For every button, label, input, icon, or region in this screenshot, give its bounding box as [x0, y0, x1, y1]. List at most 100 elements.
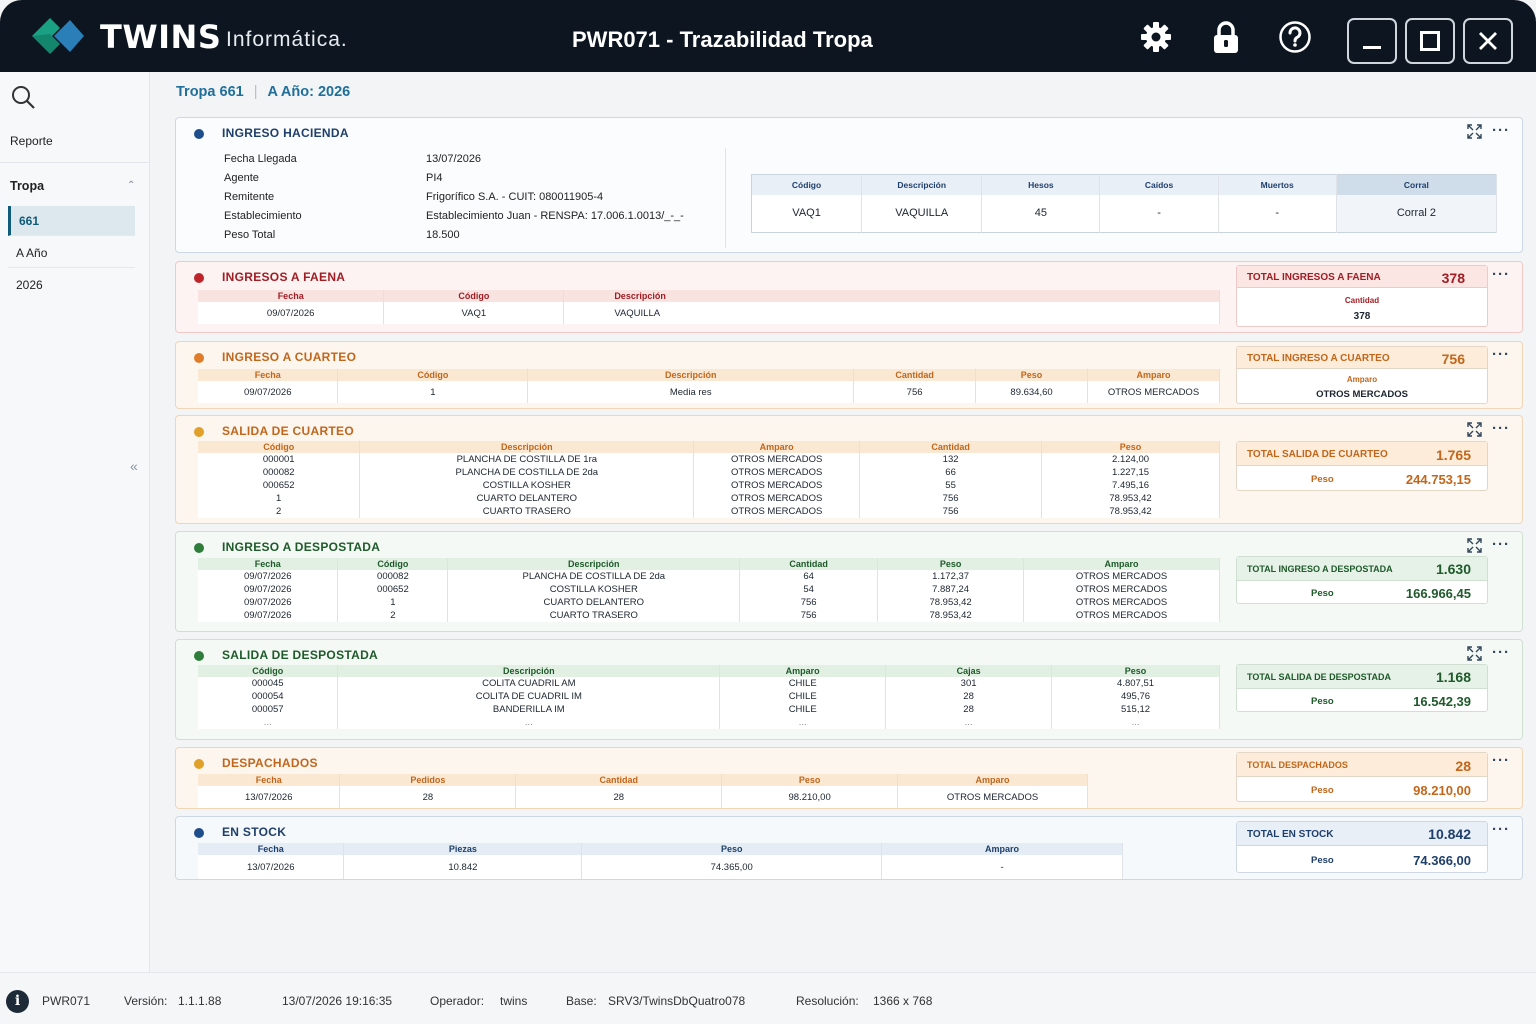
- table-cell: PLANCHA DE COSTILLA DE 2da: [359, 466, 695, 479]
- expand-icon[interactable]: [1467, 422, 1482, 437]
- table-cell: 000001: [198, 453, 361, 466]
- sidebar-reporte[interactable]: Reporte: [10, 134, 53, 148]
- more-options-icon[interactable]: ···: [1492, 752, 1510, 769]
- more-options-icon[interactable]: ···: [1492, 346, 1510, 363]
- table-cell: 1: [337, 596, 449, 609]
- table-row[interactable]: 000057 BANDERILLA IM CHILE 28 515,12: [198, 703, 1220, 716]
- close-icon: [1479, 32, 1497, 50]
- more-options-icon[interactable]: ···: [1492, 266, 1510, 283]
- table-row[interactable]: 000001 PLANCHA DE COSTILLA DE 1ra OTROS ME…: [198, 453, 1220, 466]
- card-ingreso-despostada: INGRESO A DESPOSTADA ··· Fecha Código De…: [175, 531, 1523, 632]
- faena-table: Fecha Código Descripción 09/07/2026 VAQ1…: [198, 290, 1220, 324]
- table-row[interactable]: 09/07/2026 000082 PLANCHA DE COSTILLA DE 2…: [198, 570, 1220, 583]
- brand-name: TWINS: [100, 18, 222, 56]
- table-row[interactable]: 000045 COLITA CUADRIL AM CHILE 301 4.807,51: [198, 677, 1220, 690]
- status-operator-label: Operador:: [430, 994, 485, 1008]
- total-faena-box: TOTAL INGRESOS A FAENA 378 Cantidad 378: [1236, 265, 1488, 327]
- column-header: Código: [337, 558, 449, 570]
- card-despachados: DESPACHADOS ··· Fecha Pedidos Cantidad P…: [175, 747, 1523, 809]
- table-row[interactable]: 13/07/2026 28 28 98.210,00 OTROS MERCADOS: [198, 786, 1088, 808]
- table-cell: 132: [859, 453, 1043, 466]
- sidebar-item-2026[interactable]: 2026: [16, 278, 43, 292]
- table-cell: VAQ1: [383, 302, 565, 324]
- peso-label: Peso: [1311, 696, 1334, 707]
- more-options-icon[interactable]: ···: [1492, 122, 1510, 139]
- table-cell: PLANCHA DE COSTILLA DE 1ra: [359, 453, 695, 466]
- total-salida-despostada-box: TOTAL SALIDA DE DESPOSTADA 1.168 Peso 16…: [1236, 664, 1488, 712]
- table-row[interactable]: 000652 COSTILLA KOSHER OTROS MERCADOS 55 7.4…: [198, 479, 1220, 492]
- expand-icon[interactable]: [1467, 124, 1482, 139]
- column-header: Descripción: [337, 665, 721, 677]
- table-row[interactable]: 09/07/2026 2 CUARTO TRASERO 756 78.953,42 OTR…: [198, 609, 1220, 622]
- table-cell: 000082: [198, 466, 361, 479]
- table-row[interactable]: 09/07/2026 000652 COSTILLA KOSHER 54 7.887,2…: [198, 583, 1220, 596]
- total-label: TOTAL INGRESO A DESPOSTADA: [1247, 564, 1393, 574]
- table-row[interactable]: 1 CUARTO DELANTERO OTROS MERCADOS 756 78.953…: [198, 492, 1220, 505]
- table-cell: OTROS MERCADOS: [1023, 596, 1220, 609]
- peso-value: 98.210,00: [1413, 783, 1471, 798]
- window-title: PWR071 - Trazabilidad Tropa: [572, 27, 873, 52]
- column-header: Fecha: [198, 369, 339, 381]
- table-row[interactable]: ...............: [198, 716, 1220, 729]
- total-salida-cuarteo-box: TOTAL SALIDA DE CUARTEO 1.765 Peso 244.7…: [1236, 441, 1488, 491]
- chevron-up-icon[interactable]: ⌃: [127, 180, 136, 191]
- column-header: Cantidad: [515, 774, 723, 786]
- help-icon[interactable]: [1278, 20, 1312, 54]
- label-establecimiento: Establecimiento: [224, 210, 302, 222]
- table-cell: CUARTO TRASERO: [359, 505, 695, 518]
- table-cell: VAQUILLA: [563, 302, 1220, 324]
- table-row[interactable]: 000082 PLANCHA DE COSTILLA DE 2da OTROS ME…: [198, 466, 1220, 479]
- column-header: Cantidad: [853, 369, 977, 381]
- salida-cuarteo-table: Código Descripción Amparo Cantidad Peso …: [198, 441, 1220, 518]
- column-header: Peso: [1041, 441, 1220, 453]
- total-value: 1.168: [1435, 669, 1471, 685]
- lock-icon[interactable]: [1209, 20, 1243, 54]
- column-header: Descripción: [527, 369, 855, 381]
- more-options-icon[interactable]: ···: [1492, 536, 1510, 553]
- column-header: Peso: [721, 774, 899, 786]
- table-row[interactable]: 000054 COLITA DE CUADRIL IM CHILE 28 495,76: [198, 690, 1220, 703]
- table-cell: CUARTO DELANTERO: [359, 492, 695, 505]
- table-row[interactable]: 09/07/2026 1 CUARTO DELANTERO 756 78.953,42 O…: [198, 596, 1220, 609]
- status-resolution-label: Resolución:: [796, 994, 859, 1008]
- table-cell: 09/07/2026: [198, 609, 339, 622]
- sidebar-item-a-anio[interactable]: A Año: [8, 238, 135, 268]
- column-header: Código: [751, 174, 863, 195]
- table-cell: 000045: [198, 677, 339, 690]
- table-cell: 78.953,42: [1041, 505, 1220, 518]
- more-options-icon[interactable]: ···: [1492, 420, 1510, 437]
- collapse-sidebar-icon[interactable]: «: [130, 458, 138, 474]
- table-row[interactable]: 2 CUARTO TRASERO OTROS MERCADOS 756 78.953,4…: [198, 505, 1220, 518]
- card-title: SALIDA DE CUARTEO: [222, 424, 354, 438]
- more-options-icon[interactable]: ···: [1492, 821, 1510, 838]
- column-header: Cantidad: [739, 558, 879, 570]
- table-cell: 55: [859, 479, 1043, 492]
- hacienda-table: Código Descripción Hesos Caídos Muertos …: [751, 174, 1498, 233]
- gear-icon[interactable]: [1139, 20, 1173, 54]
- expand-icon[interactable]: [1467, 538, 1482, 553]
- total-value: 1.630: [1435, 561, 1471, 577]
- sidebar-item-661[interactable]: 661: [8, 206, 135, 236]
- table-cell: 1: [198, 492, 361, 505]
- breadcrumb-anio[interactable]: A Año: 2026: [267, 84, 351, 100]
- close-button[interactable]: [1463, 18, 1513, 64]
- info-icon[interactable]: i: [6, 990, 29, 1013]
- search-icon[interactable]: [10, 84, 36, 110]
- table-cell: 301: [885, 677, 1053, 690]
- table-cell: 756: [739, 596, 879, 609]
- peso-value: 166.966,45: [1405, 586, 1471, 601]
- value-fecha-llegada: 13/07/2026: [426, 153, 482, 165]
- table-row[interactable]: 13/07/2026 10.842 74.365,00-: [198, 855, 1123, 879]
- table-cell: OTROS MERCADOS: [693, 479, 861, 492]
- sidebar-group-tropa[interactable]: Tropa: [10, 179, 45, 193]
- maximize-button[interactable]: [1405, 18, 1455, 64]
- table-cell: 09/07/2026: [198, 381, 339, 403]
- expand-icon[interactable]: [1467, 646, 1482, 661]
- peso-value: 74.366,00: [1413, 853, 1471, 868]
- more-options-icon[interactable]: ···: [1492, 644, 1510, 661]
- table-cell: ...: [885, 716, 1053, 729]
- column-header: Cantidad: [859, 441, 1043, 453]
- breadcrumb-tropa[interactable]: Tropa 661: [176, 84, 244, 100]
- minimize-button[interactable]: [1347, 18, 1397, 64]
- column-header: Código: [198, 665, 339, 677]
